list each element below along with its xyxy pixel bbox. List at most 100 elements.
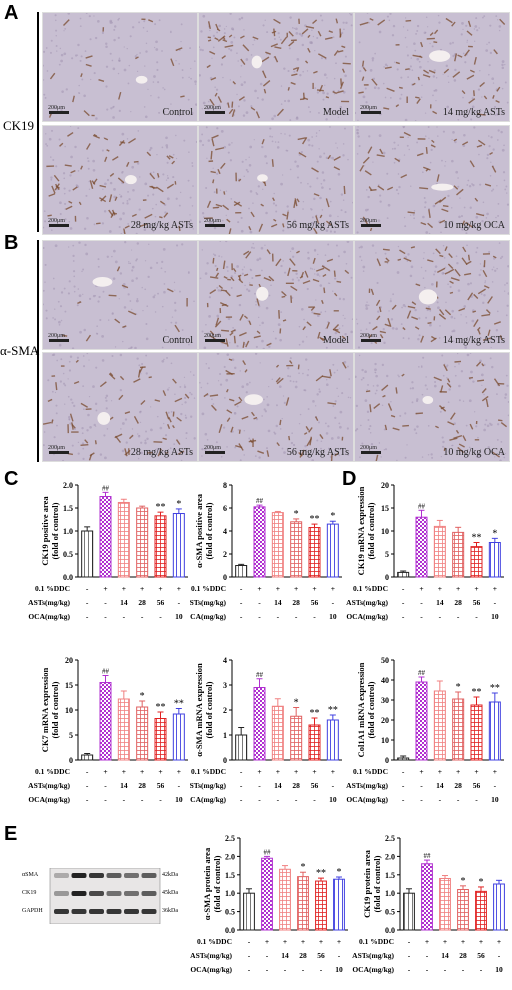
treatment-cell: - [266,951,269,960]
y-tick-label: 0.5 [385,908,395,917]
scale-bar-label: 200μm [48,218,65,224]
y-tick-label: 4 [223,656,227,665]
y-axis-label: (fold of control) [204,502,214,559]
asma-row-rule [37,240,39,462]
y-tick-label: 0 [223,756,227,765]
y-tick-label: 1.5 [63,504,73,513]
treatment-cell: - [402,767,405,776]
treatment-cell: - [178,598,181,607]
treatment-cell: - [86,767,89,776]
treatment-cell: + [419,767,423,776]
treatment-cell: 10 [491,795,499,804]
blot-band [71,873,87,878]
scale-bar-label: 200μm [204,218,221,224]
treatment-cell: - [313,612,316,621]
asma-micrograph-caption-6: 10 mg/kg OCA [443,447,505,458]
scale-bar-label: 200μm [360,445,377,451]
treatment-cell: 10 [329,612,337,621]
significance-label: * [461,876,466,887]
treatment-cell: - [86,612,89,621]
treatment-cell: + [158,767,162,776]
treatment-cell: - [426,965,429,974]
ck19-micrograph-caption-2: Model [322,107,349,118]
y-tick-label: 2.5 [385,834,395,843]
treatment-cell: 10 [491,612,499,621]
treatment-row-label: 0.1 %DDC [353,584,388,593]
y-axis-label: α-SMA mRNA expression [194,663,204,757]
treatment-cell: + [158,584,162,593]
treatment-cell: + [276,767,280,776]
blot-image [49,867,161,925]
bar-6 [488,542,501,578]
chart-e1: 0.0 0.5 1.0 1.5 2.0 2.5 α-SMA protein area (fol… [190,834,348,974]
treatment-row-label: ASTs(mg/kg) [352,951,394,960]
treatment-cell: - [494,598,497,607]
blot-band [54,873,69,878]
y-axis-label: CK19 protein area [362,849,372,917]
blot-band [89,891,104,896]
bar-4 [136,706,149,761]
treatment-cell: + [319,937,323,946]
treatment-cell: 56 [473,598,481,607]
treatment-cell: + [425,937,429,946]
bar-2 [261,857,273,931]
scale-bar-label: 200μm [360,105,377,111]
bar-1 [397,757,410,761]
treatment-cell: - [240,795,243,804]
blot-band [106,909,122,914]
scale-bar-label: 200μm [360,333,377,339]
treatment-cell: + [474,767,478,776]
y-axis-label: α-SMA protein area [202,847,212,920]
treatment-row-label: OCA(mg/kg) [352,965,394,974]
treatment-cell: + [294,767,298,776]
ck19-micrograph-caption-4: 28 mg/kg ASTs [130,220,193,231]
treatment-row-label: OCA(mg/kg) [190,612,226,621]
treatment-cell: - [494,781,497,790]
treatment-cell: + [276,584,280,593]
significance-label: ** [156,502,166,513]
scale-bar [205,111,225,114]
treatment-row-label: 0.1 %DDC [191,584,226,593]
y-axis-label: (fold of control) [372,855,382,912]
treatment-cell: - [402,598,405,607]
treatment-cell: - [408,937,411,946]
treatment-cell: - [462,965,465,974]
treatment-cell: - [86,598,89,607]
y-tick-label: 5 [69,731,73,740]
treatment-cell: + [294,584,298,593]
bar-4 [290,521,303,578]
treatment-cell: - [86,795,89,804]
bar-3 [439,877,451,931]
treatment-cell: + [177,584,181,593]
ck19-micrograph-caption-5: 56 mg/kg ASTs [286,220,349,231]
treatment-cell: - [86,584,89,593]
bar-2 [253,687,266,761]
treatment-cell: - [123,795,126,804]
bar-4 [290,715,303,761]
treatment-cell: - [457,612,460,621]
scale-bar [49,339,69,342]
y-tick-label: 0.5 [225,908,235,917]
asma-micrograph-5: 56 mg/kg ASTs 200μm [198,352,354,462]
treatment-cell: - [104,598,107,607]
significance-label: ## [264,848,272,856]
blot-band [89,873,104,878]
y-tick-label: 1.5 [385,871,395,880]
treatment-cell: 14 [281,951,289,960]
bar-5 [154,718,167,761]
treatment-cell: 10 [335,965,343,974]
significance-label: ** [316,868,326,879]
bar-3 [433,525,446,578]
significance-label: ** [310,708,320,719]
treatment-cell: - [420,598,423,607]
y-tick-label: 2.0 [225,852,235,861]
y-tick-label: 2 [223,550,227,559]
ck19-micrograph-2: Model 200μm [198,12,354,122]
treatment-cell: 14 [441,951,449,960]
treatment-row-label: ASTs(mg/kg) [190,781,226,790]
treatment-row-label: OCA(mg/kg) [28,612,70,621]
asma-micrograph-caption-1: Control [162,335,193,346]
bar-5 [315,880,327,931]
scale-bar [205,451,225,454]
y-axis-label: (fold of control) [204,681,214,738]
